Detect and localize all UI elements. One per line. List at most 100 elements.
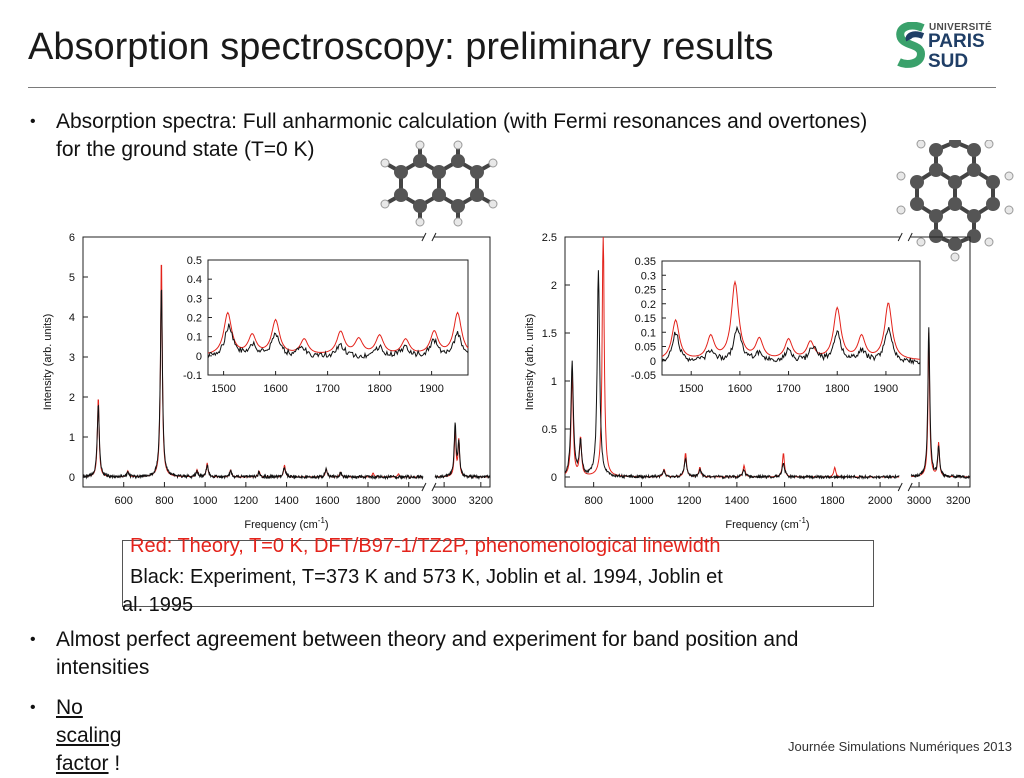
title-divider [28,87,996,88]
legend-experiment-line: al. 1995 [122,594,194,616]
slide-title: Absorption spectroscopy: preliminary res… [28,26,774,68]
inset-y-tick-label: 0.1 [641,327,656,339]
footer-text: Journée Simulations Numériques 2013 [787,739,1012,754]
inset-y-tick-label: 0.3 [641,270,656,282]
logo-small-text: UNIVERSITÉ [929,22,993,33]
x-tick-label: 1200 [234,495,258,507]
bullet-text-line: Absorption spectra: Full anharmonic calc… [56,110,868,133]
y-tick-label: 0 [69,472,75,484]
inset-y-tick-label: 0.3 [187,293,202,305]
y-tick-label: 5 [69,272,75,284]
bullet-suffix: ! [108,752,121,775]
paris-sud-s-icon [896,21,926,68]
x-tick-label: 3200 [469,495,493,507]
inset-y-tick-label: 0 [196,351,202,363]
x-tick-label: 1000 [193,495,217,507]
inset-x-tick-label: 1600 [728,383,752,395]
x-tick-label: 1800 [356,495,380,507]
legend-experiment-text: Black: Experiment, T=373 K and 573 K, Jo… [122,563,860,619]
inset-x-tick-label: 1500 [679,383,703,395]
axis-break-mark [431,232,437,242]
inset-experiment-line [207,323,469,359]
legend-box [122,540,874,607]
x-tick-label: 2000 [868,495,892,507]
y-tick-label: 2 [551,280,557,292]
inset-x-tick-label: 1500 [211,383,235,395]
no-scaling-factor-link[interactable]: No scaling factor [56,696,122,775]
inset-experiment-line [661,325,921,366]
bullet-text-line: for the ground state (T=0 K) [56,138,315,161]
y-tick-label: 4 [69,312,75,324]
naphthalene-molecule-icon [380,140,498,227]
axis-break-gap [900,484,911,490]
x-tick-label: 600 [115,495,133,507]
inset-x-tick-label: 1800 [367,383,391,395]
inset-x-tick-label: 1800 [825,383,849,395]
logo-line-1: PARIS [928,31,985,52]
y-tick-label: 0 [551,472,557,484]
axis-break-mark [421,482,427,492]
inset-y-tick-label: -0.1 [183,370,202,382]
axis-break-mark [897,232,903,242]
pyrene-molecule-icon [896,140,1014,262]
inset-y-tick-label: 0.4 [187,274,202,286]
y-tick-label: 2.5 [542,232,557,244]
x-tick-label: 1200 [677,495,701,507]
x-tick-label: 2000 [396,495,420,507]
bullet-text-line: Almost perfect agreement between theory … [56,628,799,651]
axis-break-gap [900,234,911,240]
x-tick-label: 800 [584,495,602,507]
inset-y-tick-label: 0.35 [635,256,656,268]
inset-y-tick-label: 0.05 [635,342,656,354]
inset-frame [207,259,469,376]
axis-break-gap [423,234,434,240]
legend-theory-text: Red: Theory, T=0 K, DFT/B97-1/TZ2P, phen… [130,535,721,557]
y-tick-label: 1.5 [542,328,557,340]
plot-frame [564,236,971,488]
x-tick-label: 1600 [315,495,339,507]
y-axis-label: Intensity (arb. units) [42,314,54,411]
x-tick-label: 3000 [907,495,931,507]
x-axis-label: Frequency (cm-1) [244,516,328,531]
y-tick-label: 0.5 [542,424,557,436]
legend-experiment-line: Black: Experiment, T=373 K and 573 K, Jo… [130,566,723,588]
university-logo: UNIVERSITÉ PARIS SUD [895,21,995,74]
inset-y-tick-label: 0.5 [187,255,202,267]
y-tick-label: 6 [69,232,75,244]
inset-y-tick-label: -0.05 [631,370,656,382]
inset-y-tick-label: 0.2 [187,313,202,325]
experiment-spectrum-line [564,270,971,481]
logo-line-2: SUD [928,51,969,72]
y-axis-label: Intensity (arb. units) [524,314,536,411]
x-tick-label: 800 [155,495,173,507]
y-tick-label: 3 [69,352,75,364]
x-axis-label: Frequency (cm-1) [725,516,809,531]
x-tick-label: 1400 [274,495,298,507]
inset-x-tick-label: 1700 [315,383,339,395]
bullet-dot: • [30,113,36,130]
inset-x-tick-label: 1600 [263,383,287,395]
bullet-dot: • [30,699,36,716]
inset-x-tick-label: 1700 [776,383,800,395]
inset-y-tick-label: 0.25 [635,285,656,297]
inset-y-tick-label: 0.1 [187,332,202,344]
axis-break-mark [907,232,913,242]
naphthalene-spectrum-chart: 0 1 2 3 4 5 6 600 800 1000 1200 1400 1600 1800 2000 300… [42,232,493,531]
y-tick-label: 1 [69,432,75,444]
inset-y-tick-label: 0.15 [635,313,656,325]
bullet-dot: • [30,631,36,648]
bullet-text-line: intensities [56,656,150,679]
inset-x-tick-label: 1900 [874,383,898,395]
axis-break-mark [431,482,437,492]
pyrene-spectrum-chart: 0 0.5 1 1.5 2 2.5 800 1000 1200 1400 1600 1800 2000 3… [524,232,971,531]
axis-break-mark [897,482,903,492]
inset-x-tick-label: 1900 [419,383,443,395]
inset-y-tick-label: 0.2 [641,299,656,311]
y-tick-label: 2 [69,392,75,404]
inset-theory-line [661,280,921,360]
inset-theory-line [207,311,469,354]
x-tick-label: 3000 [432,495,456,507]
inset-y-tick-label: 0 [650,356,656,368]
x-tick-label: 1400 [725,495,749,507]
y-tick-label: 1 [551,376,557,388]
